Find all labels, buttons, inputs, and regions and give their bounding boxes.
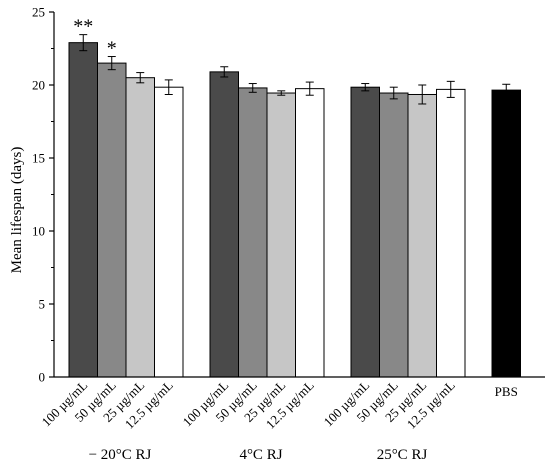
y-axis-ticks: 0 5 10 15 20 25 <box>32 5 54 385</box>
bar <box>97 62 127 378</box>
group-label: − 20°C RJ <box>89 447 152 463</box>
bar <box>154 86 184 378</box>
bar <box>125 77 155 378</box>
bar <box>436 88 466 378</box>
y-axis-title: Mean lifespan (days) <box>9 147 25 274</box>
axes <box>53 12 545 378</box>
bar <box>379 92 409 378</box>
y-tick-label: 15 <box>32 151 45 166</box>
bar <box>491 89 521 378</box>
bar <box>295 88 325 378</box>
bar <box>266 92 296 378</box>
y-tick-label: 25 <box>32 5 45 20</box>
significance-marks: *** <box>73 16 117 60</box>
y-tick-label: 0 <box>39 370 46 385</box>
bar <box>209 71 239 378</box>
significance-label: * <box>107 38 117 60</box>
group-labels: − 20°C RJ 4°C RJ 25°C RJ <box>89 447 428 463</box>
y-tick-label: 10 <box>32 224 45 239</box>
bars <box>68 42 521 378</box>
bar <box>238 87 268 378</box>
y-tick-label: 20 <box>32 78 45 93</box>
group-label: 25°C RJ <box>377 447 428 463</box>
x-tick-label: PBS <box>495 384 518 399</box>
error-bars <box>79 34 511 105</box>
y-tick-label: 5 <box>39 297 46 312</box>
group-label: 4°C RJ <box>239 447 282 463</box>
bar <box>350 86 380 378</box>
bar <box>68 42 98 378</box>
significance-label: ** <box>73 16 93 38</box>
bar <box>407 93 437 378</box>
